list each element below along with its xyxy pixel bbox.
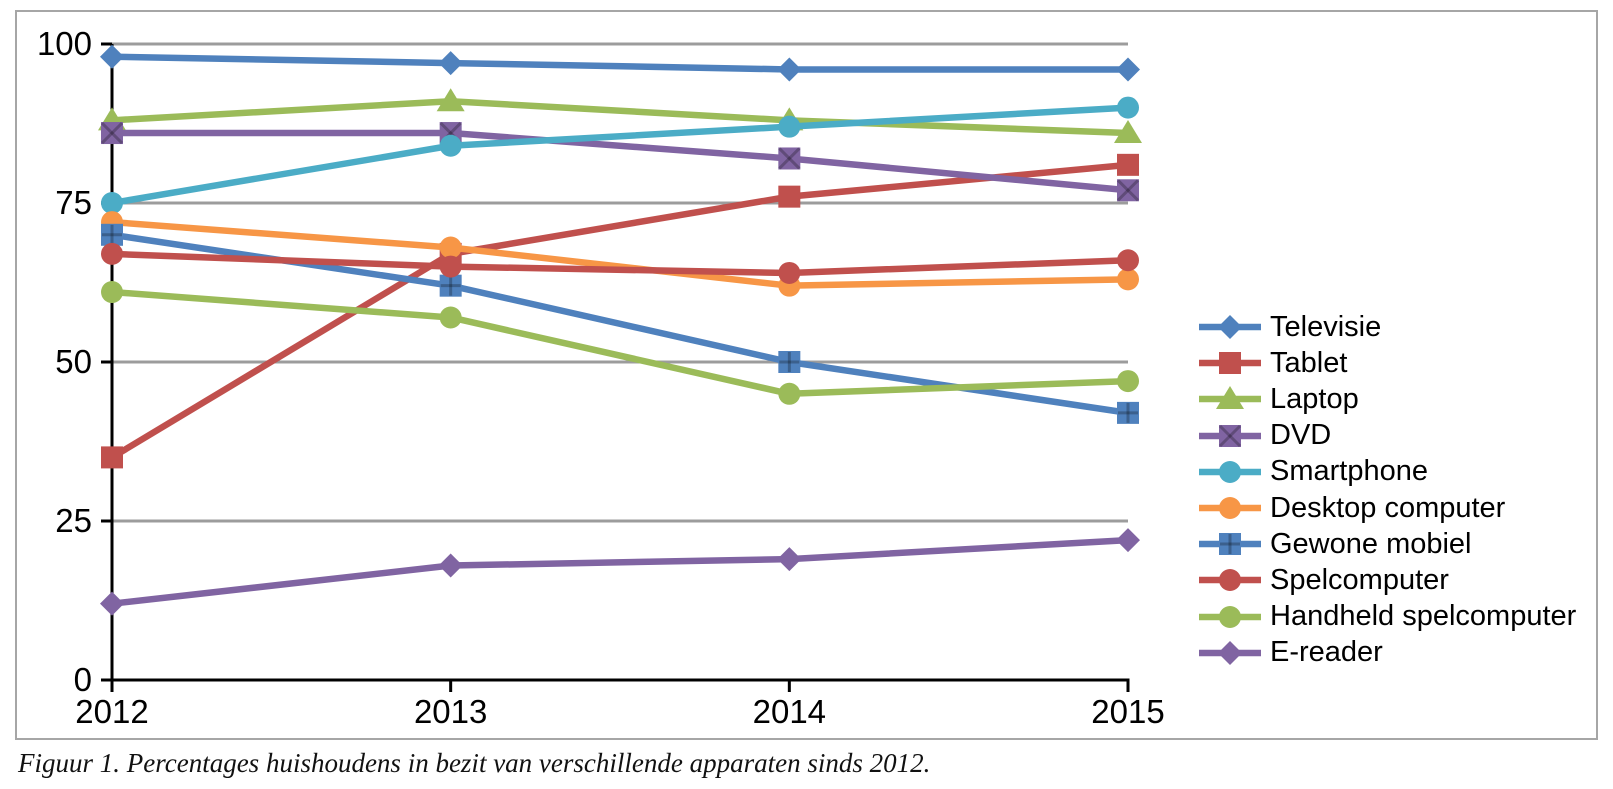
x-tick-label: 2014 [753,693,826,730]
x-tick-label: 2013 [414,693,487,730]
y-tick-label: 100 [37,25,92,62]
legend-label: E-reader [1270,636,1383,669]
legend-item-gewone-mobiel: Gewone mobiel [1198,526,1576,562]
marker-e-reader-2015 [1116,528,1140,553]
marker-smartphone-2015 [1117,96,1139,119]
x-tick-label: 2015 [1091,693,1164,730]
marker-gewone-mobiel-2014 [778,351,801,373]
legend-item-laptop: Laptop [1198,381,1576,417]
marker-televisie-2013 [438,51,463,76]
series-line-e-reader [108,536,1132,607]
legend-marker-square-x [1199,424,1261,447]
series-line-laptop [108,97,1132,137]
x-tick-label: 2012 [75,693,148,730]
legend-marker-circle [1199,460,1261,483]
marker-dvd-2012 [100,121,124,145]
legend-item-smartphone: Smartphone [1198,454,1576,490]
marker-spelcomputer-2013 [439,255,462,278]
series-line-spelcomputer [108,250,1132,277]
legend-marker-glyph [1218,640,1242,665]
legend-marker-circle [1199,605,1261,628]
legend-label: Televisie [1270,310,1382,343]
marker-laptop-2013 [436,88,465,112]
legend-marker-square [1199,352,1261,375]
legend-item-e-reader: E-reader [1198,635,1576,671]
legend-marker-glyph [1219,460,1241,483]
legend-marker-glyph [1219,533,1241,556]
marker-e-reader-2012 [100,591,124,616]
marker-smartphone-2014 [778,115,801,138]
series-line-desktop-computer [108,218,1132,289]
legend-marker-glyph [1219,352,1241,375]
legend-marker-glyph [1216,386,1244,410]
y-tick-label: 75 [55,184,92,221]
marker-dvd-2014 [778,147,801,170]
chart-frame-border [15,10,1598,740]
legend-marker-glyph [1218,315,1242,340]
marker-e-reader-2013 [438,553,463,578]
marker-dvd-2015 [1116,179,1140,202]
marker-desktop-computer-2013 [439,236,462,259]
legend-marker-glyph [1219,605,1241,628]
legend-item-handheld-spelcomputer: Handheld spelcomputer [1198,599,1576,635]
marker-spelcomputer-2014 [778,261,801,284]
legend-marker-glyph [1219,497,1241,520]
legend-label: Tablet [1270,346,1348,379]
series-line-televisie [108,53,1132,73]
legend-label: Smartphone [1270,455,1428,488]
legend-item-spelcomputer: Spelcomputer [1198,562,1576,598]
series-line-handheld-spelcomputer [108,288,1132,398]
marker-gewone-mobiel-2015 [1117,401,1139,424]
legend-item-tablet: Tablet [1198,345,1576,381]
legend-label: Handheld spelcomputer [1270,600,1577,633]
legend-item-dvd: DVD [1198,418,1576,454]
marker-gewone-mobiel-2012 [101,223,123,246]
marker-spelcomputer-2012 [101,242,123,265]
marker-smartphone-2012 [101,192,123,214]
legend-marker-diamond [1199,315,1261,340]
marker-gewone-mobiel-2013 [439,274,462,297]
legend-label: Spelcomputer [1270,563,1449,596]
legend-marker-glyph [1218,424,1242,447]
marker-e-reader-2014 [777,547,802,572]
series-line-tablet [108,161,1132,461]
marker-handheld-spelcomputer-2012 [101,281,123,304]
legend-marker-circle [1199,569,1261,592]
marker-handheld-spelcomputer-2014 [778,382,801,405]
chart-legend: Televisie Tablet Laptop DVD Smartphone Deskto… [1198,309,1576,671]
legend-label: Desktop computer [1270,491,1506,524]
legend-marker-circle [1199,497,1261,520]
marker-smartphone-2013 [439,134,462,157]
legend-label: DVD [1270,419,1332,452]
marker-tablet-2012 [101,446,123,469]
y-tick-label: 25 [55,502,92,539]
marker-handheld-spelcomputer-2015 [1117,370,1139,393]
legend-item-desktop-computer: Desktop computer [1198,490,1576,526]
y-tick-label: 0 [74,661,92,698]
marker-tablet-2014 [778,185,801,208]
marker-desktop-computer-2015 [1117,268,1139,291]
legend-marker-triangle [1199,386,1261,410]
y-tick-label: 50 [55,343,92,380]
marker-televisie-2012 [100,44,124,69]
legend-label: Laptop [1270,382,1359,415]
marker-spelcomputer-2015 [1117,249,1139,272]
series-line-smartphone [108,104,1132,207]
legend-marker-glyph [1219,569,1241,592]
marker-televisie-2015 [1116,57,1140,82]
legend-marker-diamond [1199,640,1261,665]
legend-marker-square-plus [1199,533,1261,556]
marker-handheld-spelcomputer-2013 [439,306,462,329]
marker-televisie-2014 [777,57,802,82]
marker-laptop-2015 [1114,120,1142,144]
marker-tablet-2015 [1117,153,1139,176]
legend-label: Gewone mobiel [1270,527,1472,560]
series-line-dvd [108,129,1132,194]
figure-caption: Figuur 1. Percentages huishoudens in bez… [18,748,931,778]
legend-item-televisie: Televisie [1198,309,1576,345]
